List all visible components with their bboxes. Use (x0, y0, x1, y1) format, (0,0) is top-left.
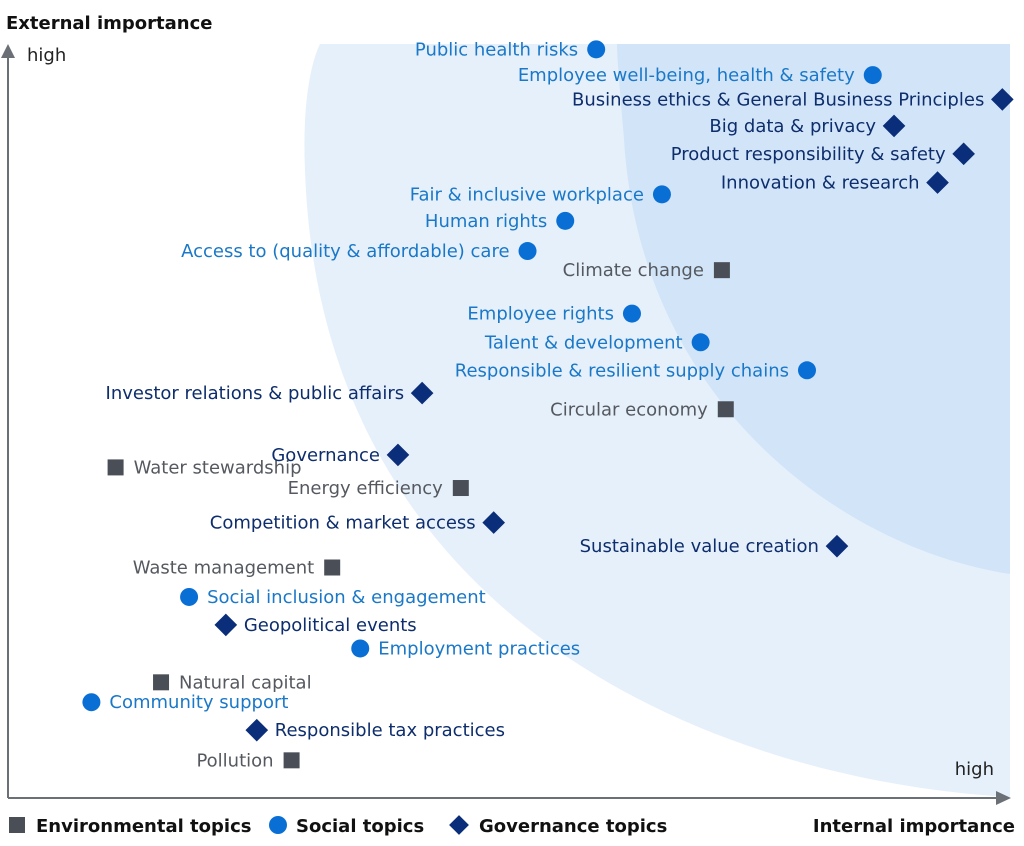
natural-capital-marker (153, 674, 170, 691)
big-data-privacy-label: Big data & privacy (709, 116, 876, 137)
employee-well-being-health-safety-marker (863, 66, 882, 85)
legend-environmental-square-icon (9, 817, 25, 833)
talent-development-label: Talent & development (484, 332, 683, 353)
geopolitical-events-marker (214, 613, 238, 637)
legend-social-circle-icon (269, 816, 287, 834)
circular-economy-marker (717, 401, 734, 418)
community-support-marker (82, 693, 101, 712)
x-axis-title: Internal importance (813, 816, 1015, 837)
legend-social-label: Social topics (296, 816, 424, 837)
geopolitical-events-label: Geopolitical events (244, 615, 417, 636)
product-responsibility-safety-label: Product responsibility & safety (671, 144, 946, 165)
y-axis-arrow (1, 44, 15, 58)
legend: Environmental topics Social topics Gover… (9, 815, 667, 837)
investor-relations-public-affairs-marker (410, 381, 434, 405)
access-to-quality-affordable-care-marker (518, 242, 537, 261)
responsible-tax-practices-marker (245, 718, 269, 742)
competition-market-access-label: Competition & market access (210, 513, 476, 534)
legend-environmental-label: Environmental topics (36, 816, 251, 837)
waste-management-marker (324, 559, 341, 576)
y-axis-title: External importance (6, 13, 213, 34)
legend-governance-label: Governance topics (479, 816, 667, 837)
social-inclusion-engagement-label: Social inclusion & engagement (207, 587, 486, 608)
axes: External importance high high Internal i… (1, 13, 1015, 837)
employee-rights-marker (622, 304, 641, 323)
circular-economy-label: Circular economy (550, 399, 708, 420)
governance-marker (386, 443, 410, 467)
innovation-research-label: Innovation & research (721, 173, 920, 194)
fair-inclusive-workplace-label: Fair & inclusive workplace (410, 184, 644, 205)
employment-practices-label: Employment practices (378, 638, 580, 659)
data-points: Climate change Circular economy Water stew… (82, 39, 1014, 771)
energy-efficiency-marker (452, 480, 469, 497)
waste-management-label: Waste management (133, 558, 315, 579)
employee-well-being-health-safety-label: Employee well-being, health & safety (518, 65, 855, 86)
energy-efficiency-label: Energy efficiency (288, 478, 443, 499)
x-axis-high-label: high (955, 759, 994, 780)
employment-practices-marker (351, 639, 370, 658)
water-stewardship-label: Water stewardship (134, 457, 302, 478)
fair-inclusive-workplace-marker (652, 185, 671, 204)
water-stewardship-marker (107, 459, 124, 476)
climate-change-label: Climate change (563, 260, 704, 281)
x-axis-arrow (996, 791, 1011, 805)
responsible-resilient-supply-chains-label: Responsible & resilient supply chains (455, 360, 789, 381)
social-inclusion-engagement-marker (180, 587, 199, 606)
pollution-label: Pollution (196, 750, 273, 771)
sustainable-value-creation-marker (825, 534, 849, 558)
pollution-marker (283, 752, 300, 769)
sustainable-value-creation-label: Sustainable value creation (580, 536, 819, 557)
human-rights-marker (556, 211, 575, 230)
investor-relations-public-affairs-label: Investor relations & public affairs (106, 383, 405, 404)
human-rights-label: Human rights (425, 211, 547, 232)
y-axis-high-label: high (27, 45, 66, 66)
community-support-label: Community support (109, 692, 288, 713)
access-to-quality-affordable-care-label: Access to (quality & affordable) care (181, 241, 509, 262)
responsible-tax-practices-label: Responsible tax practices (275, 720, 505, 741)
employee-rights-label: Employee rights (467, 304, 614, 325)
business-ethics-general-business-principles-marker (991, 88, 1014, 111)
talent-development-marker (691, 333, 710, 352)
legend-governance-diamond-icon (449, 815, 469, 835)
high-importance-zone (617, 44, 1010, 574)
competition-market-access-marker (482, 511, 506, 534)
public-health-risks-marker (587, 40, 606, 59)
natural-capital-label: Natural capital (179, 672, 312, 693)
responsible-resilient-supply-chains-marker (797, 361, 816, 380)
governance-label: Governance (271, 445, 380, 466)
business-ethics-general-business-principles-label: Business ethics & General Business Princ… (572, 89, 984, 110)
public-health-risks-label: Public health risks (415, 39, 578, 60)
importance-zones (304, 44, 1010, 797)
climate-change-marker (713, 262, 730, 279)
